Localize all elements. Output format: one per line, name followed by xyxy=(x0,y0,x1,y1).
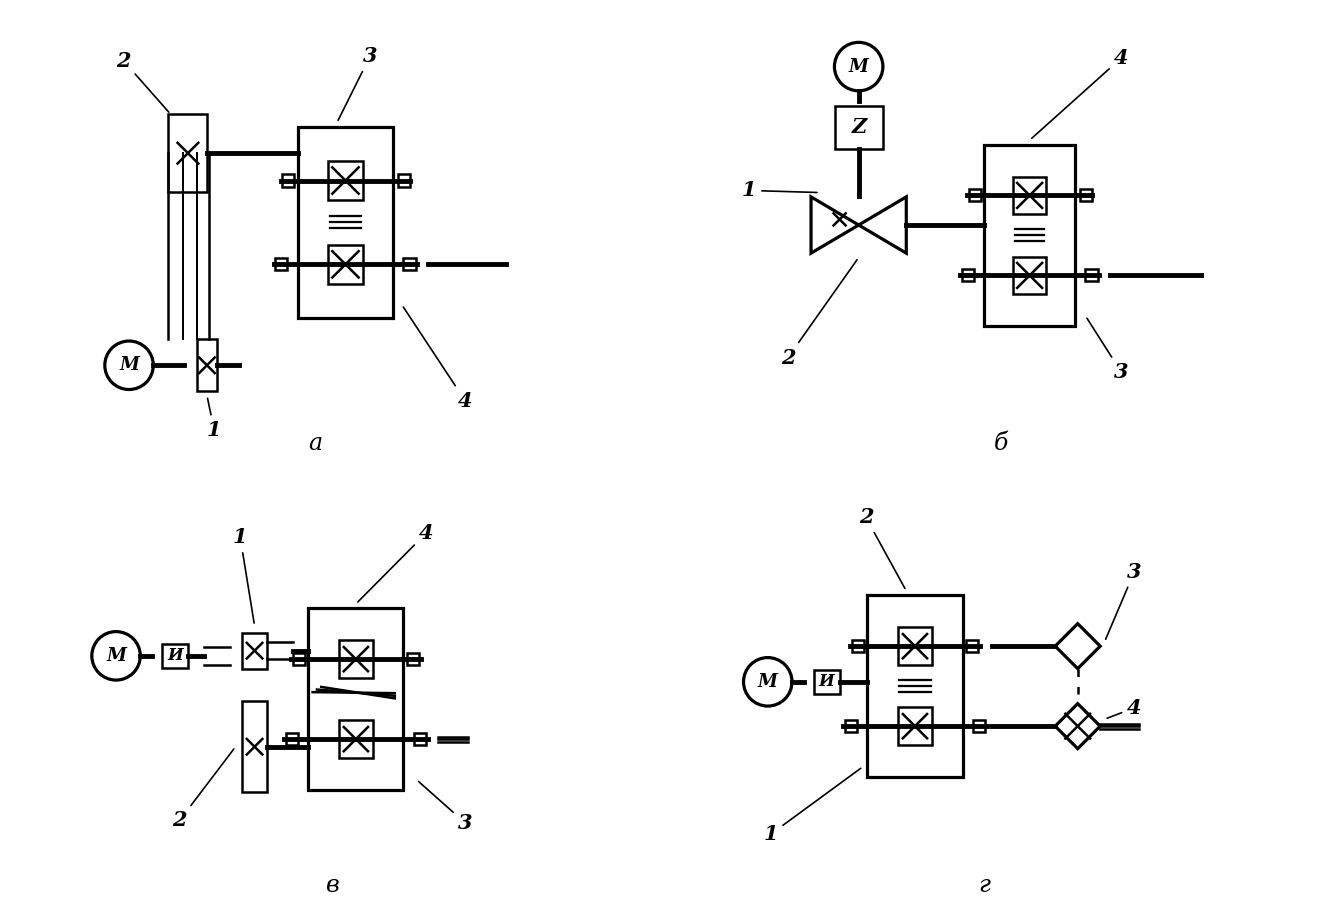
Bar xyxy=(339,720,374,758)
Text: 2: 2 xyxy=(173,749,234,831)
Bar xyxy=(242,633,267,669)
Bar xyxy=(968,190,980,202)
Bar xyxy=(851,640,864,652)
Bar xyxy=(1013,257,1047,294)
Text: М: М xyxy=(758,673,778,691)
Bar xyxy=(197,339,217,391)
Bar xyxy=(398,174,411,187)
Bar xyxy=(835,106,883,149)
Text: 3: 3 xyxy=(419,782,472,833)
Bar xyxy=(286,733,298,745)
Bar xyxy=(329,161,363,200)
Bar xyxy=(898,707,932,745)
Bar xyxy=(309,608,403,790)
Bar xyxy=(329,245,363,284)
Bar xyxy=(403,258,415,271)
Text: 4: 4 xyxy=(1107,698,1141,718)
Text: 3: 3 xyxy=(338,46,378,121)
Text: И: И xyxy=(168,647,182,664)
Bar xyxy=(984,145,1075,326)
Text: И: И xyxy=(819,673,834,691)
Bar xyxy=(162,644,188,668)
Text: 2: 2 xyxy=(859,507,904,589)
Text: 2: 2 xyxy=(116,51,169,112)
Text: 1: 1 xyxy=(742,181,817,201)
Text: М: М xyxy=(106,647,126,665)
Bar xyxy=(339,640,374,678)
Bar xyxy=(293,653,305,665)
Text: М: М xyxy=(849,58,868,76)
Bar xyxy=(1085,269,1097,282)
Text: М: М xyxy=(120,356,140,374)
Text: 3: 3 xyxy=(1105,562,1141,639)
Text: в: в xyxy=(326,874,339,897)
Text: 2: 2 xyxy=(781,260,857,367)
Text: 3: 3 xyxy=(1087,319,1129,382)
Text: 4: 4 xyxy=(1032,48,1129,138)
Bar xyxy=(414,733,426,745)
Text: 1: 1 xyxy=(763,768,861,845)
Bar xyxy=(242,701,267,792)
Text: 1: 1 xyxy=(233,528,254,624)
Bar xyxy=(845,720,857,732)
Bar xyxy=(298,127,394,318)
Bar xyxy=(275,258,287,271)
Bar xyxy=(814,670,839,694)
Bar xyxy=(1080,190,1092,202)
Bar xyxy=(1013,177,1047,214)
Bar xyxy=(974,720,986,732)
Bar xyxy=(867,595,963,777)
Text: 4: 4 xyxy=(403,307,472,411)
Bar xyxy=(407,653,419,665)
Text: а: а xyxy=(309,432,322,455)
Bar xyxy=(962,269,974,282)
Bar xyxy=(169,114,207,192)
Text: Z: Z xyxy=(851,117,867,137)
Text: г: г xyxy=(978,874,991,897)
Text: 4: 4 xyxy=(358,523,434,602)
Bar xyxy=(282,174,294,187)
Text: 1: 1 xyxy=(207,398,222,440)
Bar xyxy=(966,640,978,652)
Text: б: б xyxy=(995,432,1008,455)
Bar xyxy=(898,627,932,665)
